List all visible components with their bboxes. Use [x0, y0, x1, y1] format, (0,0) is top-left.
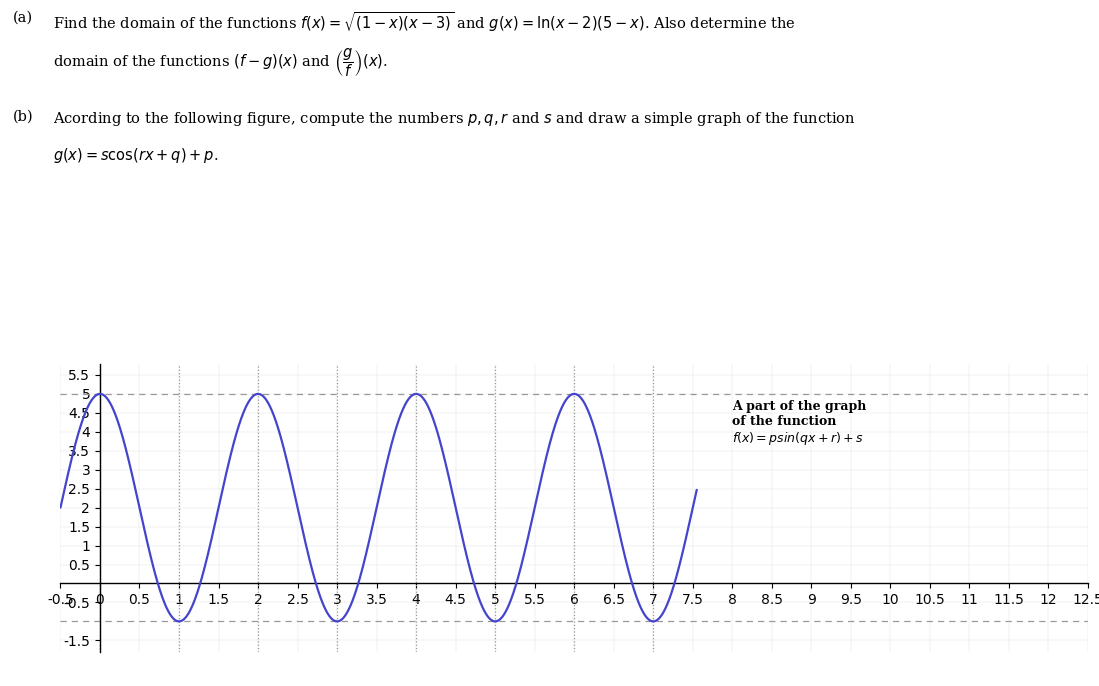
Text: (a): (a) — [13, 10, 33, 24]
Text: A part of the graph: A part of the graph — [732, 400, 867, 412]
Text: Find the domain of the functions $f(x) = \sqrt{(1-x)(x-3)}$ and $g(x) = \ln(x-2): Find the domain of the functions $f(x) =… — [53, 10, 796, 34]
Text: of the function: of the function — [732, 415, 836, 428]
Text: $f(x) = p\mathit{sin}(qx + r) + s$: $f(x) = p\mathit{sin}(qx + r) + s$ — [732, 430, 864, 447]
Text: (b): (b) — [13, 110, 34, 123]
Text: Acording to the following figure, compute the numbers $p, q, r$ and $s$ and draw: Acording to the following figure, comput… — [53, 110, 855, 128]
Text: domain of the functions $(f-g)(x)$ and $\left(\dfrac{g}{f}\right)(x)$.: domain of the functions $(f-g)(x)$ and $… — [53, 47, 387, 79]
Text: $g(x) = s\cos(rx + q) + p$.: $g(x) = s\cos(rx + q) + p$. — [53, 146, 218, 165]
